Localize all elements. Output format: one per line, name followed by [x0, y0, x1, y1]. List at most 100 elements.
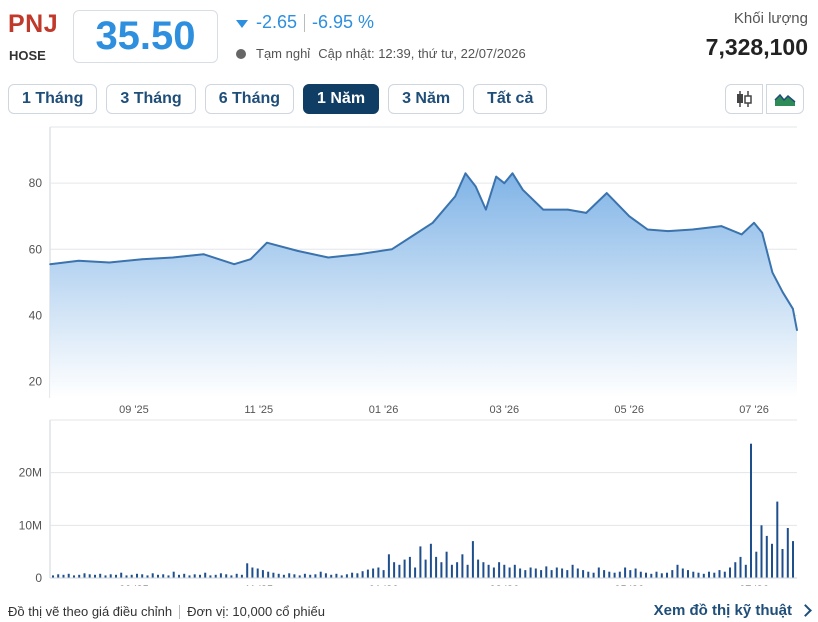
- price-point: [249, 258, 252, 260]
- volume-bar: [351, 572, 354, 578]
- price-point: [108, 261, 111, 264]
- volume-bar: [319, 571, 322, 578]
- volume-bar: [330, 574, 333, 578]
- volume-x-tick-label: 03 '26: [490, 584, 520, 586]
- area-chart-button[interactable]: [766, 84, 804, 114]
- volume-bar: [660, 573, 663, 578]
- tab-1-month[interactable]: 1 Tháng: [8, 84, 98, 114]
- volume-bar: [157, 574, 159, 578]
- volume-bar: [361, 571, 364, 578]
- ticker-symbol: PNJ: [8, 10, 59, 38]
- volume-bar: [419, 546, 422, 578]
- volume-value: 7,328,100: [705, 34, 808, 60]
- volume-bar: [645, 572, 647, 578]
- volume-bar: [492, 567, 495, 578]
- price-point: [327, 256, 330, 259]
- tab-6-months[interactable]: 6 Tháng: [204, 84, 295, 114]
- price-point: [503, 182, 506, 184]
- price-x-tick-label: 05 '26: [614, 404, 644, 416]
- volume-bar: [429, 543, 432, 578]
- update-time: Cập nhật: 12:39, thứ tư, 22/07/2026: [318, 46, 526, 61]
- volume-bar: [755, 551, 758, 578]
- price-x-tick-label: 09 '25: [119, 404, 149, 416]
- volume-bar: [734, 562, 737, 578]
- technical-chart-link[interactable]: Xem đồ thị kỹ thuật: [654, 602, 812, 619]
- divider: [179, 604, 181, 619]
- volume-bar: [765, 535, 768, 578]
- exchange-label: HOSE: [9, 48, 46, 63]
- volume-bar: [256, 568, 259, 578]
- volume-bar: [540, 570, 543, 578]
- down-arrow-icon: [236, 19, 248, 28]
- volume-bar: [571, 564, 574, 578]
- volume-bar: [529, 567, 532, 578]
- volume-bar: [172, 571, 175, 578]
- price-area-fill: [50, 173, 797, 398]
- price-point: [761, 232, 763, 234]
- volume-bar: [555, 567, 558, 578]
- volume-bar: [792, 541, 794, 578]
- price-point: [796, 329, 798, 332]
- volume-bar: [450, 564, 453, 578]
- price-chart: 20 40 60 80 09 '25 11 '25 01 '26 03 '26 05 '26 07…: [29, 126, 798, 416]
- volume-bar: [146, 575, 149, 578]
- tab-all[interactable]: Tất cả: [473, 84, 548, 114]
- price-point: [646, 228, 649, 231]
- change-percent: -6.95 %: [312, 12, 375, 32]
- tab-3-months[interactable]: 3 Tháng: [106, 84, 196, 114]
- volume-bar: [618, 571, 621, 578]
- volume-bar: [487, 564, 490, 578]
- volume-bar: [83, 573, 86, 578]
- volume-bar: [73, 575, 75, 578]
- volume-bar: [424, 559, 427, 578]
- market-status: Tạm nghỉ Cập nhật: 12:39, thứ tư, 22/07/…: [236, 46, 526, 61]
- volume-x-tick-label: 09 '25: [119, 584, 149, 586]
- volume-bar: [366, 569, 369, 578]
- volume-bar: [230, 575, 233, 578]
- volume-bar: [608, 571, 611, 578]
- volume-bar: [109, 574, 112, 578]
- volume-bar: [345, 574, 348, 578]
- volume-bar: [513, 564, 516, 578]
- price-point: [542, 208, 544, 211]
- price-x-tick-label: 03 '26: [490, 404, 520, 416]
- volume-bar: [57, 574, 60, 578]
- candlestick-chart-button[interactable]: [725, 84, 763, 114]
- price-change: -2.65 -6.95 %: [236, 12, 374, 33]
- volume-bar: [708, 571, 710, 578]
- volume-bar: [167, 575, 170, 578]
- price-point: [172, 256, 174, 259]
- volume-bar: [372, 568, 375, 578]
- volume-bar: [440, 562, 443, 578]
- chart-footer: Đồ thị vẽ theo giá điều chỉnh Đơn vị: 10…: [8, 604, 325, 619]
- price-point: [411, 235, 414, 237]
- volume-bar: [655, 571, 658, 578]
- volume-bar: [303, 573, 306, 578]
- price-point: [753, 222, 755, 224]
- volume-bar: [298, 575, 301, 578]
- volume-bar: [566, 570, 569, 578]
- tab-1-year[interactable]: 1 Năm: [303, 84, 380, 114]
- volume-bar: [282, 574, 285, 578]
- volume-bar: [687, 570, 689, 578]
- current-price: 35.50: [95, 14, 196, 58]
- volume-bar: [214, 574, 217, 578]
- volume-bar: [435, 556, 438, 578]
- volume-bar: [188, 575, 191, 578]
- volume-bar: [340, 575, 343, 578]
- tab-3-years[interactable]: 3 Năm: [388, 84, 465, 114]
- volume-bar: [639, 571, 642, 578]
- volume-bar: [408, 556, 411, 578]
- volume-bar: [456, 562, 459, 578]
- price-point: [691, 228, 694, 231]
- price-y-tick-label: 80: [29, 176, 43, 190]
- volume-bar: [115, 574, 117, 578]
- volume-bar: [692, 571, 695, 578]
- price-point: [358, 253, 360, 255]
- volume-bar: [781, 549, 784, 578]
- price-point: [567, 208, 569, 211]
- volume-bar: [261, 570, 264, 578]
- volume-bar: [776, 501, 779, 578]
- volume-bar: [671, 570, 674, 578]
- price-x-tick-label: 07 '26: [739, 404, 769, 416]
